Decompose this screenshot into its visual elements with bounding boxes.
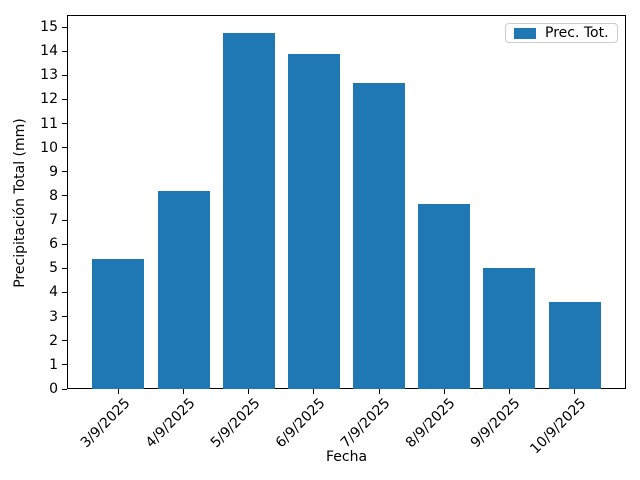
x-tick-label-text: 9/9/2025 [468,395,524,452]
y-tick-label: 12 [40,91,58,108]
x-tick-label-text: 4/9/2025 [142,395,199,452]
y-tick-mark [62,340,67,342]
y-tick-label: 4 [49,284,58,301]
y-tick-mark [62,291,67,293]
bar-10-9-2025 [548,302,601,389]
y-tick-label: 9 [49,163,58,180]
y-tick-mark [62,219,67,221]
y-tick-mark [62,316,67,318]
y-tick-mark [62,388,67,390]
y-tick-mark [62,243,67,245]
y-tick-mark [62,147,67,149]
x-tick-mark [248,389,250,394]
y-tick-mark [62,98,67,100]
bar-3-9-2025 [92,258,145,389]
y-tick-label: 3 [49,308,58,325]
legend: Prec. Tot. [505,23,618,43]
y-tick-label: 11 [40,115,58,132]
y-tick-mark [62,364,67,366]
legend-label: Prec. Tot. [545,25,609,41]
bar-7-9-2025 [353,82,406,389]
x-tick-mark [183,389,185,394]
y-tick-mark [62,26,67,28]
x-tick-label-text: 8/9/2025 [403,395,459,452]
x-tick-label-text: 5/9/2025 [207,395,264,452]
y-tick-mark [62,50,67,52]
x-tick-label-text: 6/9/2025 [272,395,329,452]
plot-area [67,15,626,389]
y-tick-label: 6 [49,236,58,253]
x-tick-mark [378,389,380,394]
y-tick-label: 14 [40,43,58,60]
y-tick-label: 7 [49,212,58,229]
x-tick-mark [117,389,119,394]
x-tick-mark [443,389,445,394]
y-tick-label: 5 [49,260,58,277]
y-tick-label: 2 [49,332,58,349]
bar-8-9-2025 [418,204,471,389]
bar-6-9-2025 [287,53,340,389]
y-tick-label: 13 [40,67,58,84]
x-tick-mark [313,389,315,394]
bar-4-9-2025 [157,191,210,389]
y-tick-label: 15 [40,19,58,36]
x-tick-mark [508,389,510,394]
bar-9-9-2025 [483,268,536,389]
x-tick-mark [574,389,576,394]
y-tick-label: 1 [49,356,58,373]
legend-color-swatch [514,27,536,39]
x-tick-label-text: 7/9/2025 [337,395,394,452]
x-tick-label-text: 3/9/2025 [77,395,134,452]
x-axis-title: Fecha [325,449,368,465]
y-tick-label: 0 [49,381,58,397]
y-tick-mark [62,267,67,269]
y-tick-mark [62,123,67,125]
y-tick-mark [62,171,67,173]
bar-5-9-2025 [222,33,275,389]
y-tick-label: 8 [49,187,58,204]
y-tick-mark [62,74,67,76]
y-tick-mark [62,195,67,197]
y-tick-label: 10 [40,139,58,156]
